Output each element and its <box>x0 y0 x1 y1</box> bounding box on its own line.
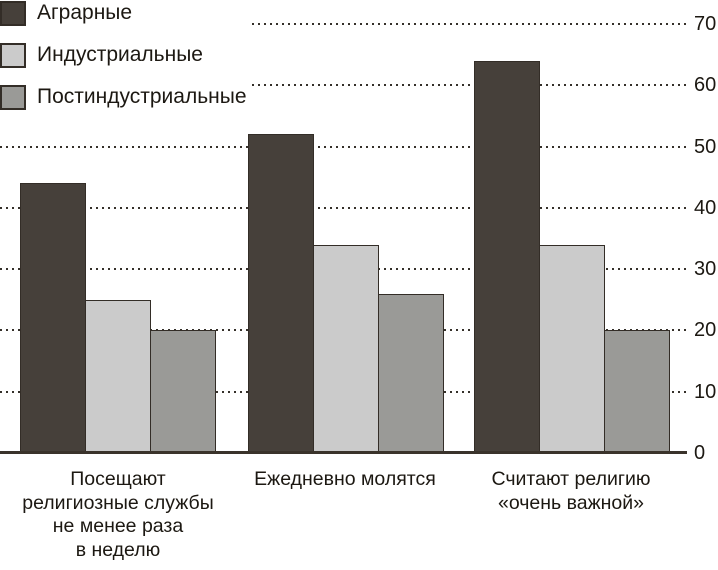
legend-swatch-agrarian <box>0 0 26 26</box>
bar-postindustrial-1 <box>150 330 216 453</box>
legend-label-industrial: Индустриальные <box>37 43 203 66</box>
bar-postindustrial-2 <box>378 293 444 453</box>
y-tick-label-60: 60 <box>694 74 717 97</box>
legend-swatch-industrial <box>0 42 26 68</box>
legend-swatch-postindustrial <box>0 84 26 110</box>
legend-label-postindustrial: Постиндустриальные <box>37 85 247 108</box>
bar-industrial-2 <box>313 244 379 453</box>
x-category-label-1: Посещают религиозные службы не менее раз… <box>22 468 214 561</box>
gridline-70 <box>252 22 687 25</box>
y-tick-label-70: 70 <box>694 12 717 35</box>
legend: Аграрные Индустриальные Постиндустриальные <box>0 0 252 118</box>
bar-agrarian-2 <box>248 134 314 453</box>
bar-industrial-3 <box>539 244 605 453</box>
x-category-label-2: Ежедневно молятся <box>254 468 436 490</box>
bar-agrarian-3 <box>474 60 540 453</box>
y-tick-label-10: 10 <box>694 380 717 403</box>
legend-label-agrarian: Аграрные <box>37 1 133 24</box>
bar-industrial-1 <box>85 299 151 453</box>
bar-postindustrial-3 <box>604 330 670 453</box>
legend-item-agrarian: Аграрные <box>0 0 252 26</box>
x-category-label-3: Считают религию «очень важной» <box>491 468 651 514</box>
legend-item-postindustrial: Постиндустриальные <box>0 84 252 110</box>
x-axis-line <box>0 451 687 454</box>
gridline-40 <box>0 206 687 209</box>
gridline-50 <box>0 145 687 148</box>
y-tick-label-50: 50 <box>694 135 717 158</box>
y-tick-label-30: 30 <box>694 258 717 281</box>
bar-agrarian-1 <box>20 183 86 453</box>
gridline-60 <box>252 84 687 87</box>
y-tick-label-20: 20 <box>694 319 717 342</box>
y-tick-label-40: 40 <box>694 196 717 219</box>
legend-item-industrial: Индустриальные <box>0 42 252 68</box>
y-tick-label-0: 0 <box>694 442 706 464</box>
